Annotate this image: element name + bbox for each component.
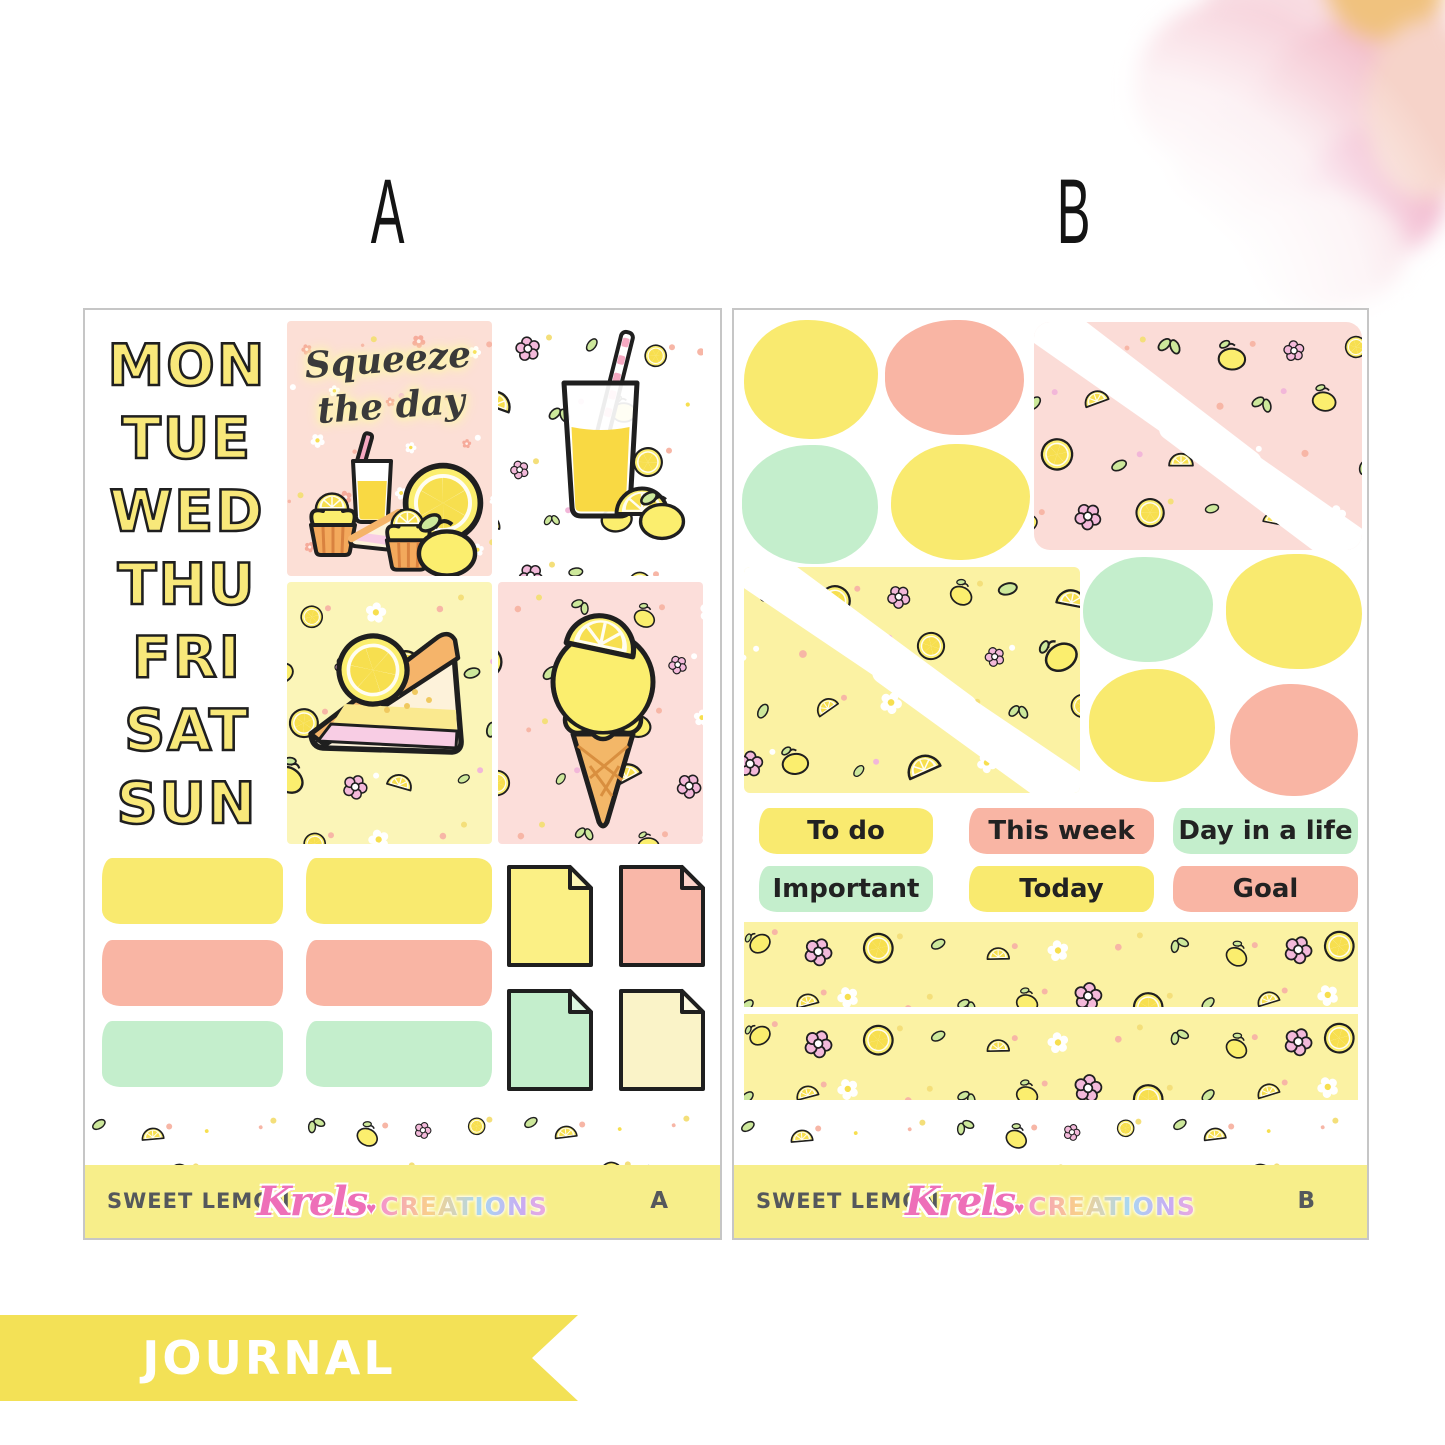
day-sticker: WED xyxy=(108,478,265,547)
swatch-sticker-yellow xyxy=(306,858,492,924)
blob-sticker-coral xyxy=(1230,684,1358,796)
day-sticker: MON xyxy=(106,332,267,401)
brand-rest: CREATIONS xyxy=(1028,1192,1196,1221)
sheet-letter: B xyxy=(1297,1188,1315,1214)
note-sticker-cream xyxy=(619,989,705,1091)
lemonade-sticker-box xyxy=(498,321,703,576)
sheet-letter: A xyxy=(650,1188,668,1214)
lemon-pie-illustration xyxy=(308,582,464,755)
flower-fade xyxy=(1115,0,1445,330)
blob-sticker-yellow xyxy=(891,444,1030,560)
label-sticker-to-do: To do xyxy=(759,808,933,854)
label-sticker-goal: Goal xyxy=(1173,866,1358,912)
ice-cream-illustration xyxy=(550,582,656,829)
label-sticker-this-week: This week xyxy=(969,808,1154,854)
washi-strip-white xyxy=(85,1105,720,1167)
note-sticker-coral xyxy=(619,865,705,967)
sheet-b-label: B xyxy=(1057,161,1091,263)
note-sticker-mint xyxy=(507,989,593,1091)
sheet-a-footer: SWEET LEMON Krels ♥ CREATIONS A xyxy=(85,1165,720,1238)
washi-strip-white xyxy=(734,1107,1367,1167)
heart-icon: ♥ xyxy=(1014,1198,1025,1218)
blob-sticker-yellow xyxy=(744,320,878,439)
swatch-sticker-yellow xyxy=(102,858,283,924)
label-sticker-day-in-a-life: Day in a life xyxy=(1173,808,1358,854)
lemon-pie-sticker-box xyxy=(287,582,492,844)
blob-sticker-mint xyxy=(1083,557,1213,662)
swatch-sticker-mint xyxy=(306,1021,492,1087)
day-sticker: THU xyxy=(116,551,257,620)
swatch-sticker-mint xyxy=(102,1021,283,1087)
swatch-sticker-coral xyxy=(306,940,492,1006)
cupcake-left xyxy=(309,492,357,557)
brand-logo: Krels ♥ CREATIONS xyxy=(85,1165,720,1238)
sticker-sheet-a: MON TUE WED THU FRI SAT SUN Squeeze the … xyxy=(83,308,722,1240)
brand-rest: CREATIONS xyxy=(380,1192,548,1221)
kit-title: SWEET LEMON xyxy=(107,1189,291,1213)
day-sticker: SAT xyxy=(123,697,250,766)
sticker-sheet-b: To do This week Day in a life Important … xyxy=(732,308,1369,1240)
pattern-box-pink xyxy=(1034,322,1362,550)
washi-strip-yellow xyxy=(744,922,1358,1007)
day-stickers-column: MON TUE WED THU FRI SAT SUN xyxy=(97,330,277,841)
brand-script: Krels xyxy=(257,1178,368,1225)
label-sticker-today: Today xyxy=(969,866,1154,912)
lemon-desserts-illustration xyxy=(309,431,492,576)
journal-banner: JOURNAL xyxy=(0,1315,578,1401)
flower-photo xyxy=(1115,0,1445,330)
kit-title: SWEET LEMON xyxy=(756,1189,940,1213)
blob-sticker-yellow xyxy=(1226,554,1362,669)
blob-sticker-coral xyxy=(885,320,1024,435)
brand-logo: Krels ♥ CREATIONS xyxy=(734,1165,1367,1238)
washi-strip-yellow xyxy=(744,1014,1358,1100)
ice-cream-sticker-box xyxy=(498,582,703,844)
heart-icon: ♥ xyxy=(366,1198,377,1218)
day-sticker: FRI xyxy=(131,624,243,693)
brand-script: Krels xyxy=(905,1178,1016,1225)
swatch-sticker-coral xyxy=(102,940,283,1006)
sheet-a-label: A xyxy=(371,161,405,263)
day-sticker: SUN xyxy=(115,770,258,839)
lemonade-glass-illustration xyxy=(561,329,686,541)
note-sticker-yellow xyxy=(507,865,593,967)
pattern-box-yellow xyxy=(744,567,1080,793)
journal-banner-text: JOURNAL xyxy=(142,1331,396,1385)
sheet-b-footer: SWEET LEMON Krels ♥ CREATIONS B xyxy=(734,1165,1367,1238)
blob-sticker-mint xyxy=(742,445,878,564)
blob-sticker-yellow xyxy=(1089,669,1215,782)
label-sticker-important: Important xyxy=(759,866,933,912)
quote-sticker-box: Squeeze the day xyxy=(287,321,492,576)
day-sticker: TUE xyxy=(121,405,253,474)
